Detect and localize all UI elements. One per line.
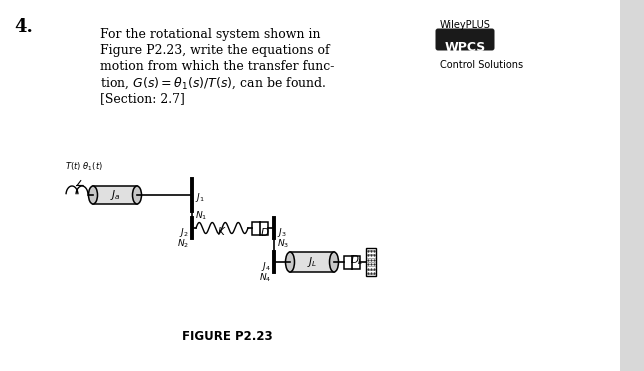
Bar <box>620 0 644 371</box>
Ellipse shape <box>330 252 339 272</box>
Text: 4.: 4. <box>14 18 33 36</box>
Text: $N_2$: $N_2$ <box>177 238 189 250</box>
Bar <box>366 248 376 276</box>
Text: $N_3$: $N_3$ <box>277 238 289 250</box>
Text: $J_L$: $J_L$ <box>307 255 317 269</box>
Ellipse shape <box>133 186 142 204</box>
FancyBboxPatch shape <box>435 29 495 50</box>
Text: FIGURE P2.23: FIGURE P2.23 <box>182 330 272 343</box>
Text: motion from which the transfer func-: motion from which the transfer func- <box>100 60 334 73</box>
Text: $J_2$: $J_2$ <box>180 226 189 239</box>
Text: Figure P2.23, write the equations of: Figure P2.23, write the equations of <box>100 44 330 57</box>
Text: $J_4$: $J_4$ <box>261 260 271 273</box>
Bar <box>93 186 137 204</box>
Text: WPCS: WPCS <box>444 41 486 54</box>
Text: Control Solutions: Control Solutions <box>440 60 523 70</box>
Text: $T(t)\ \theta_1(t)$: $T(t)\ \theta_1(t)$ <box>65 161 103 173</box>
Text: $D$: $D$ <box>260 226 270 238</box>
Text: $J_1$: $J_1$ <box>195 191 205 204</box>
Text: WileyPLUS: WileyPLUS <box>440 20 491 30</box>
Ellipse shape <box>285 252 294 272</box>
Bar <box>252 221 268 234</box>
Bar <box>290 252 334 272</box>
Text: For the rotational system shown in: For the rotational system shown in <box>100 28 321 41</box>
Text: tion, $G(s) = \theta_1(s)/T(s)$, can be found.: tion, $G(s) = \theta_1(s)/T(s)$, can be … <box>100 76 327 92</box>
Ellipse shape <box>88 186 97 204</box>
Text: $D_L$: $D_L$ <box>350 253 364 267</box>
Bar <box>344 256 360 269</box>
Text: $N_4$: $N_4$ <box>259 272 271 285</box>
Text: $J_a$: $J_a$ <box>109 188 120 202</box>
Text: [Section: 2.7]: [Section: 2.7] <box>100 92 185 105</box>
Text: $J_3$: $J_3$ <box>277 226 287 239</box>
Text: $K$: $K$ <box>217 225 227 237</box>
Text: $N_1$: $N_1$ <box>195 209 207 221</box>
